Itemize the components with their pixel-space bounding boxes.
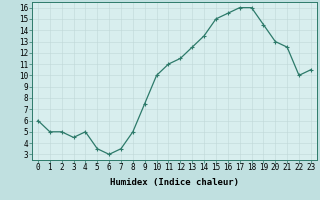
X-axis label: Humidex (Indice chaleur): Humidex (Indice chaleur) [110,178,239,187]
